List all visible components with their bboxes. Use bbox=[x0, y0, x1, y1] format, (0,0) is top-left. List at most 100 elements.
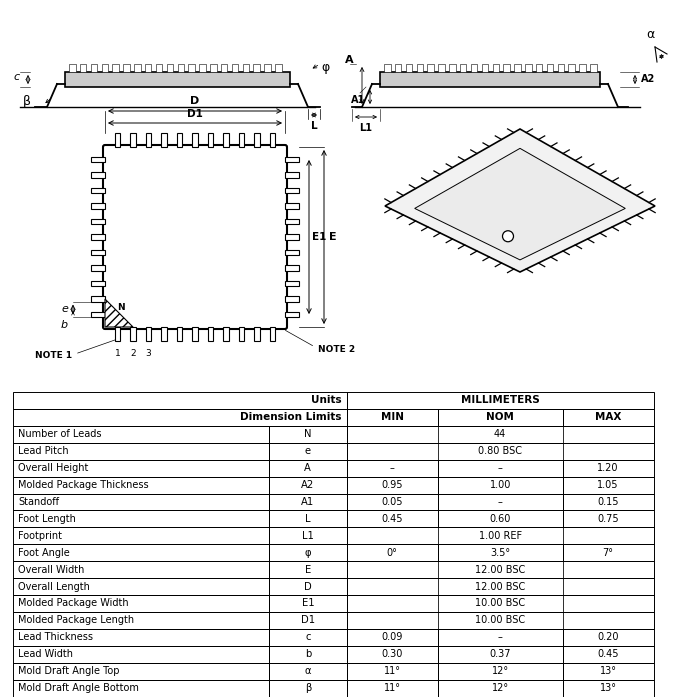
Bar bbox=[514, 64, 521, 72]
Bar bbox=[346, 527, 654, 545]
Bar bbox=[563, 426, 654, 443]
Bar bbox=[177, 327, 182, 341]
Text: 10.00 BSC: 10.00 BSC bbox=[475, 598, 525, 608]
Text: D1: D1 bbox=[301, 615, 315, 625]
Bar bbox=[568, 64, 575, 72]
Circle shape bbox=[503, 231, 514, 241]
Bar bbox=[285, 296, 299, 302]
Bar bbox=[346, 645, 438, 663]
Bar bbox=[115, 327, 120, 341]
Text: 2: 2 bbox=[130, 349, 136, 358]
Bar bbox=[563, 612, 654, 629]
Bar bbox=[254, 133, 260, 147]
Text: Lead Thickness: Lead Thickness bbox=[18, 632, 93, 643]
Text: 0.05: 0.05 bbox=[382, 497, 403, 507]
Bar bbox=[563, 494, 654, 510]
Text: 0.45: 0.45 bbox=[597, 649, 619, 659]
Bar bbox=[13, 645, 269, 663]
Text: Molded Package Length: Molded Package Length bbox=[18, 615, 134, 625]
Text: MILLIMETERS: MILLIMETERS bbox=[461, 395, 540, 405]
Text: Foot Angle: Foot Angle bbox=[18, 547, 70, 558]
Bar bbox=[113, 64, 119, 72]
Bar bbox=[285, 312, 299, 317]
Bar bbox=[269, 443, 346, 460]
Bar bbox=[428, 64, 434, 72]
Bar bbox=[438, 409, 563, 426]
Text: Number of Leads: Number of Leads bbox=[18, 429, 102, 440]
Bar bbox=[13, 629, 269, 645]
Bar bbox=[438, 561, 563, 578]
Bar bbox=[239, 327, 244, 341]
Text: A1: A1 bbox=[351, 95, 365, 105]
Bar bbox=[254, 327, 260, 341]
Text: 0.15: 0.15 bbox=[597, 497, 619, 507]
Text: 1.00 REF: 1.00 REF bbox=[479, 531, 522, 541]
Bar bbox=[91, 265, 105, 271]
Bar bbox=[80, 64, 86, 72]
Text: E1: E1 bbox=[312, 232, 326, 242]
Bar bbox=[438, 426, 563, 443]
Bar bbox=[563, 645, 654, 663]
Bar bbox=[563, 527, 654, 545]
Bar bbox=[269, 595, 346, 612]
Bar bbox=[285, 172, 299, 178]
Text: b: b bbox=[61, 320, 68, 330]
Bar bbox=[563, 680, 654, 696]
Text: 44: 44 bbox=[494, 429, 506, 440]
Text: φ: φ bbox=[321, 60, 329, 74]
Text: D1: D1 bbox=[187, 109, 203, 119]
Bar bbox=[269, 612, 346, 629]
Text: L1: L1 bbox=[360, 123, 372, 133]
Bar bbox=[69, 64, 76, 72]
Bar bbox=[208, 327, 213, 341]
Text: 10.00 BSC: 10.00 BSC bbox=[475, 615, 525, 625]
Bar bbox=[269, 561, 346, 578]
Bar bbox=[590, 64, 596, 72]
Bar bbox=[130, 327, 136, 341]
Bar bbox=[346, 426, 654, 443]
Text: 12.00 BSC: 12.00 BSC bbox=[475, 565, 525, 575]
Text: D: D bbox=[190, 96, 199, 106]
Text: Overall Length: Overall Length bbox=[18, 582, 90, 591]
Bar bbox=[438, 527, 563, 545]
Bar bbox=[223, 327, 229, 341]
Bar bbox=[346, 443, 438, 460]
Bar bbox=[285, 250, 299, 255]
Text: Foot Length: Foot Length bbox=[18, 514, 76, 524]
Bar bbox=[471, 64, 477, 72]
Bar bbox=[563, 477, 654, 494]
Text: 0.95: 0.95 bbox=[382, 480, 403, 490]
Bar bbox=[438, 494, 563, 510]
Bar bbox=[145, 64, 151, 72]
Text: A2: A2 bbox=[641, 74, 655, 85]
Text: –: – bbox=[498, 497, 503, 507]
Bar bbox=[13, 578, 269, 595]
Bar bbox=[193, 327, 197, 341]
Bar bbox=[13, 561, 269, 578]
Bar bbox=[449, 64, 456, 72]
Bar bbox=[91, 312, 105, 317]
Bar bbox=[146, 133, 151, 147]
Text: 0.30: 0.30 bbox=[382, 649, 403, 659]
Bar bbox=[346, 443, 654, 460]
Text: MIN: MIN bbox=[381, 412, 404, 422]
Bar bbox=[161, 133, 167, 147]
Bar bbox=[270, 327, 275, 341]
Text: 0.45: 0.45 bbox=[382, 514, 403, 524]
Bar bbox=[285, 157, 299, 162]
Text: NOTE 2: NOTE 2 bbox=[318, 344, 355, 354]
Bar bbox=[406, 64, 412, 72]
Bar bbox=[346, 561, 654, 578]
Bar bbox=[239, 133, 244, 147]
Bar bbox=[13, 409, 346, 426]
Bar bbox=[269, 460, 346, 477]
Bar bbox=[285, 281, 299, 286]
Bar bbox=[269, 527, 346, 545]
Text: 3: 3 bbox=[146, 349, 151, 358]
Text: α: α bbox=[304, 666, 311, 676]
Text: 12°: 12° bbox=[491, 666, 509, 676]
Bar bbox=[563, 663, 654, 680]
Bar bbox=[208, 133, 213, 147]
Text: β: β bbox=[23, 94, 31, 108]
Bar bbox=[13, 663, 269, 680]
